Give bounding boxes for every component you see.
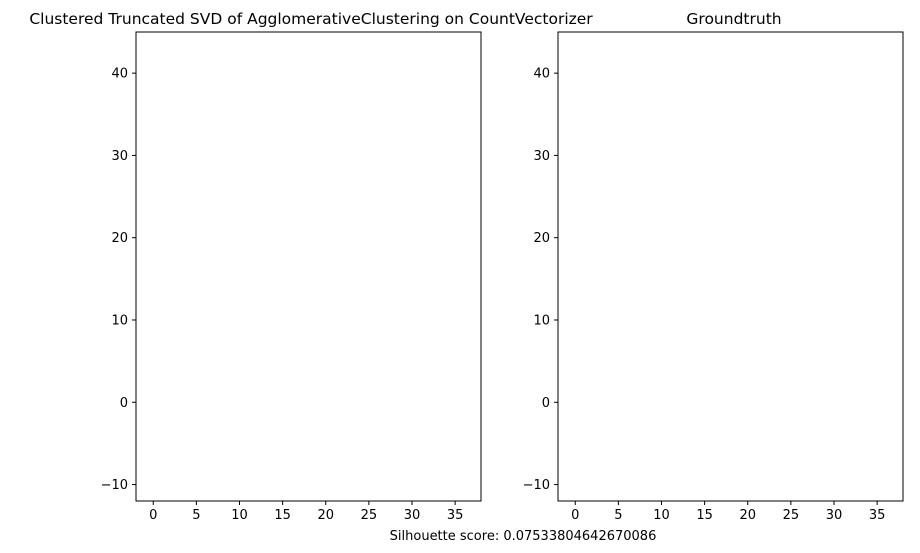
groundtruth-plot-area [557, 31, 904, 502]
cluster-plot-title: Clustered Truncated SVD of Agglomerative… [29, 10, 593, 28]
groundtruth-x-tick-label: 0 [571, 508, 579, 523]
cluster-x-tick-label: 5 [192, 508, 200, 523]
cluster-y-tick-label: 0 [120, 396, 128, 411]
silhouette-score-caption: Silhouette score: 0.07533804642670086 [390, 529, 657, 544]
groundtruth-x-tick-label: 30 [826, 508, 843, 523]
groundtruth-y-tick-label: 30 [533, 149, 550, 164]
groundtruth-y-tick-label: 40 [533, 67, 550, 82]
groundtruth-x-tick-label: 15 [696, 508, 713, 523]
cluster-x-tick-label: 20 [317, 508, 334, 523]
cluster-y-tick-label: −10 [101, 478, 128, 493]
groundtruth-scatter-panel: Groundtruth 0 5 10 15 20 25 30 35 −10 0 10 20 30 40 [523, 10, 904, 523]
groundtruth-y-tick-label: 0 [542, 396, 550, 411]
cluster-x-tick-label: 25 [361, 508, 378, 523]
cluster-y-tick-label: 20 [111, 231, 128, 246]
cluster-x-tick-label: 35 [447, 508, 464, 523]
cluster-x-tick-label: 10 [231, 508, 248, 523]
cluster-y-tick-label: 40 [111, 67, 128, 82]
cluster-x-tick-label: 30 [404, 508, 421, 523]
cluster-x-tick-label: 0 [149, 508, 157, 523]
cluster-y-tick-label: 30 [111, 149, 128, 164]
groundtruth-plot-title: Groundtruth [686, 10, 781, 28]
cluster-plot-area [135, 31, 482, 502]
groundtruth-x-tick-label: 10 [653, 508, 670, 523]
groundtruth-x-tick-label: 35 [869, 508, 886, 523]
cluster-x-tick-label: 15 [274, 508, 291, 523]
groundtruth-x-tick-label: 25 [783, 508, 800, 523]
groundtruth-y-tick-label: −10 [523, 478, 550, 493]
groundtruth-x-tick-label: 20 [739, 508, 756, 523]
cluster-scatter-panel: Clustered Truncated SVD of Agglomerative… [29, 10, 593, 523]
groundtruth-y-tick-label: 20 [533, 231, 550, 246]
groundtruth-x-tick-label: 5 [614, 508, 622, 523]
groundtruth-y-tick-label: 10 [533, 313, 550, 328]
cluster-y-tick-label: 10 [111, 313, 128, 328]
